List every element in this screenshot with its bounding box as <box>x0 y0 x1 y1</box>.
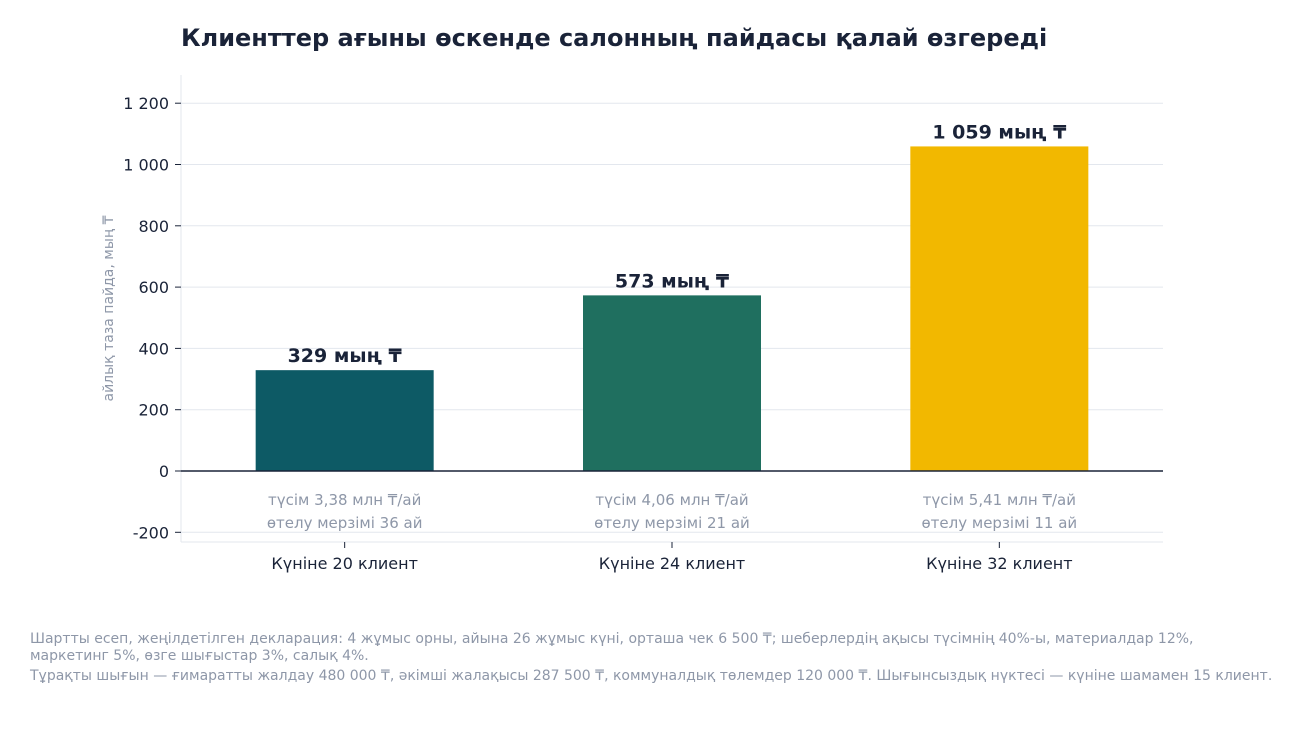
x-tick-label: Күніне 20 клиент <box>271 554 417 573</box>
bar <box>910 146 1089 471</box>
footnote-assumptions: Шартты есеп, жеңілдетілген декларация: 4… <box>30 631 1194 664</box>
y-tick-label: 200 <box>138 401 169 420</box>
data-label: 1 059 мың ₸ <box>932 121 1066 143</box>
chart-title: Клиенттер ағыны өскенде салонның пайдасы… <box>181 24 1048 52</box>
bar-chart: -200 0 200 400 600 800 1 000 1 200 айлық таза па… <box>101 75 1163 573</box>
y-tick-label: 400 <box>138 339 169 358</box>
y-axis-label: айлық таза пайда, мың ₸ <box>101 215 117 401</box>
data-label: 573 мың ₸ <box>615 270 729 292</box>
x-tick-label: Күніне 24 клиент <box>599 554 745 573</box>
bar-annotation: түсім 4,06 млн ₸/ай <box>595 491 748 509</box>
y-tick-label: 1 200 <box>123 94 169 113</box>
x-tick-label: Күніне 32 клиент <box>926 554 1072 573</box>
y-tick-label: 1 000 <box>123 156 169 175</box>
y-tick-label: 600 <box>138 278 169 297</box>
bar <box>583 295 761 471</box>
bar-annotation: өтелу мерзімі 11 ай <box>922 514 1078 532</box>
data-label: 329 мың ₸ <box>288 345 402 367</box>
bar-annotation: түсім 5,41 млн ₸/ай <box>923 491 1076 509</box>
bar <box>255 370 434 471</box>
bar-annotation: өтелу мерзімі 36 ай <box>267 514 423 532</box>
bar-annotation: түсім 3,38 млн ₸/ай <box>268 491 421 509</box>
footnote-fixed-costs: Тұрақты шығын — ғимаратты жалдау 480 000… <box>30 668 1273 684</box>
y-tick-label: -200 <box>133 523 169 542</box>
y-tick-label: 800 <box>138 217 169 236</box>
bar-annotation: өтелу мерзімі 21 ай <box>594 514 750 532</box>
y-tick-label: 0 <box>159 462 169 481</box>
